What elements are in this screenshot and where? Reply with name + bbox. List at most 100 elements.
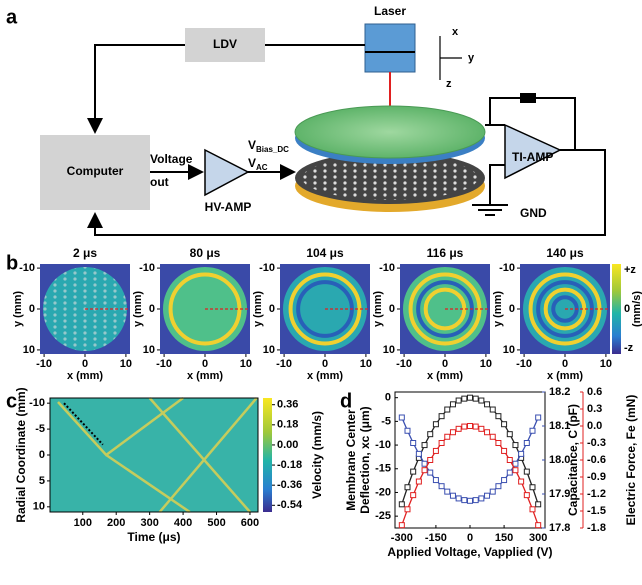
series-line (401, 425, 539, 526)
x-tick-label: 150 (495, 532, 513, 544)
y3-tick-label: -1.2 (587, 488, 606, 500)
point (438, 413, 445, 420)
colorbar-tick-label: -0.36 (277, 479, 302, 491)
point (529, 506, 536, 513)
point (421, 460, 428, 467)
y-tick-label: -10 (259, 262, 275, 274)
panel-label: b (6, 252, 18, 274)
point (410, 468, 417, 475)
x-axis-label: x (mm) (547, 370, 583, 382)
y-tick-label: -15 (375, 463, 391, 475)
x-tick-label: 10 (480, 358, 492, 370)
panel-label: a (6, 6, 18, 28)
trace-line (63, 402, 104, 446)
y3-axis-label: Electric Force, Fe (mN) (624, 395, 638, 526)
point (467, 394, 473, 401)
laser (364, 23, 416, 73)
point (398, 414, 405, 421)
point (478, 425, 485, 432)
point (484, 429, 491, 436)
x-tick-label: -10 (516, 358, 532, 370)
point (523, 440, 530, 446)
point (489, 433, 496, 440)
x-axis-label: Applied Voltage, Vapplied (V) (387, 545, 552, 559)
point (523, 468, 530, 475)
ldv-box (185, 28, 265, 62)
point (512, 460, 519, 467)
y-tick-label: -10 (375, 439, 391, 451)
point (398, 501, 405, 508)
x-tick-label: 0 (442, 358, 448, 370)
x-tick-label: 0 (82, 358, 88, 370)
point (444, 488, 451, 495)
point (478, 495, 485, 502)
ti-amp-label: TI-AMP (512, 150, 553, 164)
x-tick-label: 0 (562, 358, 568, 370)
point (427, 431, 434, 438)
point (484, 492, 491, 499)
point (506, 457, 513, 463)
y-tick-label: -20 (375, 486, 391, 498)
point (495, 440, 502, 446)
point (455, 495, 462, 502)
y-tick-label: 0 (269, 303, 275, 315)
hv-amp (204, 148, 250, 197)
wire (94, 97, 606, 236)
y-tick-label: -5 (35, 423, 45, 435)
y-tick-label: 10 (263, 344, 275, 356)
computer-box (40, 135, 150, 210)
x-axis-label: x (mm) (187, 370, 223, 382)
point (415, 450, 422, 457)
y-tick-label: 10 (143, 344, 155, 356)
membrane (294, 105, 486, 159)
map-title: 2 μs (73, 246, 97, 260)
y2-tick-label: 17.8 (549, 522, 570, 534)
point (449, 492, 456, 499)
y-tick-label: 5 (39, 475, 45, 487)
point (495, 483, 502, 490)
y3-tick-label: -0.6 (587, 454, 606, 466)
colorbar (263, 398, 272, 512)
y-tick-label: 0 (385, 392, 391, 404)
panel-label: d (340, 390, 352, 412)
colorbar-tick-label: 0.36 (277, 399, 298, 411)
point (506, 431, 513, 438)
x-tick-label: 300 (140, 517, 158, 529)
y-axis-label: y (mm) (492, 291, 504, 327)
x-tick-label: 10 (600, 358, 612, 370)
x-tick-label: 500 (207, 517, 225, 529)
hv-amp-label: HV-AMP (205, 200, 252, 214)
map-title: 116 μs (427, 246, 464, 260)
y2-tick-label: 17.9 (549, 488, 570, 500)
colorbar-label: 0 (624, 303, 630, 315)
y2-tick-label: 18.2 (549, 386, 570, 398)
point (472, 395, 479, 402)
x-tick-label: -300 (391, 532, 413, 544)
voltage-label: Voltage (150, 152, 193, 166)
x-tick-label: 10 (240, 358, 252, 370)
point (427, 457, 434, 463)
point (518, 478, 525, 485)
point (410, 440, 417, 446)
point (495, 413, 502, 420)
colorbar-label: +z (624, 264, 636, 276)
colorbar-tick-label: 0.00 (277, 439, 298, 451)
y-tick-label: 10 (383, 344, 395, 356)
map-title: 140 μs (546, 246, 584, 260)
point (421, 467, 428, 474)
point (432, 477, 439, 484)
y-tick-label: -5 (381, 415, 391, 427)
y-tick-label: -25 (375, 510, 391, 522)
point (472, 423, 479, 430)
y-tick-label: 10 (33, 501, 45, 513)
point (455, 397, 462, 404)
point (461, 497, 468, 504)
colorbar-tick-label: 0.18 (277, 419, 298, 431)
point (449, 401, 456, 408)
point (404, 506, 411, 513)
y-axis-label: y (mm) (132, 291, 144, 327)
y3-tick-label: -0.9 (587, 471, 606, 483)
diagram: a LDV Laser Computer Voltage out HV-AMP … (6, 4, 606, 236)
colorbar-unit: (mm/s) (631, 291, 642, 327)
y-tick-label: 0 (389, 303, 395, 315)
